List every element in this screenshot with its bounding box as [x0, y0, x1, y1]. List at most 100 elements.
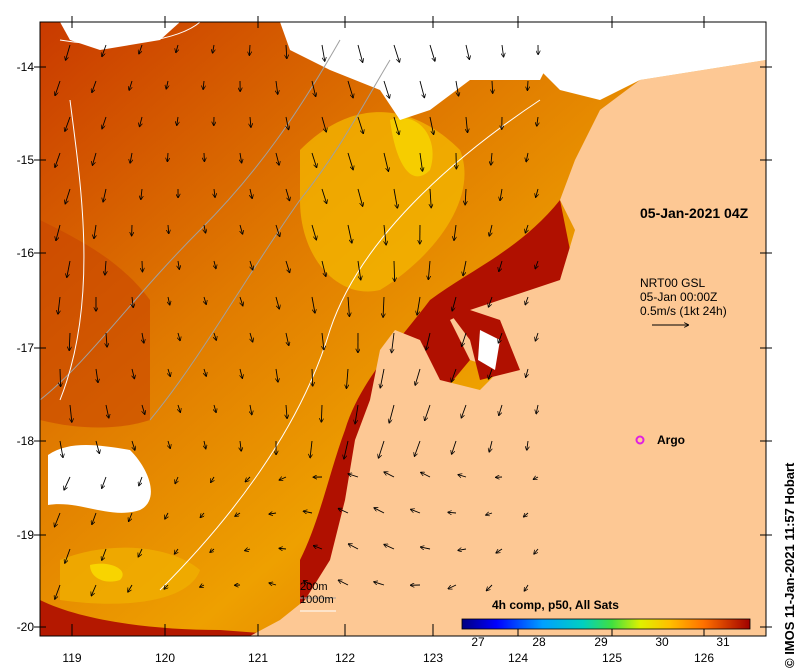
- current-arrow: [461, 404, 467, 418]
- current-arrow: [491, 152, 492, 165]
- current-arrow: [347, 80, 353, 97]
- current-arrow: [500, 188, 502, 200]
- current-legend: NRT00 GSL 05-Jan 00:00Z 0.5m/s (1kt 24h): [640, 276, 727, 318]
- current-arrow: [214, 260, 216, 268]
- current-arrow: [240, 296, 243, 305]
- current-arrow: [311, 152, 316, 167]
- current-arrow: [139, 476, 143, 485]
- current-arrow: [204, 224, 205, 233]
- current-arrow: [458, 549, 467, 550]
- current-arrow: [389, 404, 395, 423]
- current-arrow: [102, 476, 107, 488]
- current-arrow: [105, 404, 109, 418]
- image-timestamp: 05-Jan-2021 04Z: [640, 205, 749, 221]
- current-arrow: [250, 260, 253, 270]
- current-arrow: [142, 404, 145, 414]
- current-arrow: [429, 116, 434, 134]
- current-arrow: [55, 584, 61, 599]
- current-arrow: [276, 368, 278, 382]
- lat-label--17: -17: [17, 341, 35, 355]
- current-arrow: [250, 116, 251, 127]
- current-arrow: [245, 549, 251, 551]
- current-product: NRT00 GSL: [640, 276, 706, 290]
- current-arrow: [276, 80, 278, 94]
- current-arrow: [321, 116, 326, 132]
- colorbar-title: 4h comp, p50, All Sats: [492, 598, 619, 612]
- current-arrow: [213, 44, 214, 53]
- current-arrow: [285, 332, 289, 345]
- current-arrow: [383, 80, 389, 98]
- current-arrow: [204, 440, 206, 448]
- current-arrow: [426, 332, 431, 350]
- current-arrow: [525, 296, 528, 304]
- current-arrow: [527, 440, 528, 450]
- current-arrow: [428, 260, 430, 279]
- current-arrow: [65, 116, 71, 131]
- current-arrow: [526, 152, 528, 161]
- current-arrow: [344, 440, 349, 459]
- current-arrow: [537, 116, 538, 126]
- current-arrow: [96, 368, 98, 382]
- current-arrow: [430, 188, 431, 207]
- current-arrow: [138, 548, 143, 557]
- current-vectors: [55, 44, 538, 599]
- current-arrow: [250, 404, 252, 414]
- current-arrow: [536, 188, 538, 197]
- current-arrow: [462, 332, 467, 346]
- current-arrow: [55, 512, 61, 526]
- current-arrow: [455, 80, 458, 96]
- current-arrow: [465, 44, 469, 59]
- lon-label-122: 122: [335, 651, 355, 665]
- current-arrow: [92, 80, 97, 92]
- current-arrow: [536, 404, 538, 413]
- current-arrow: [240, 152, 242, 163]
- current-arrow: [525, 224, 528, 233]
- current-arrow: [347, 224, 352, 243]
- current-arrow: [175, 476, 178, 483]
- current-arrow: [250, 332, 253, 342]
- current-arrow: [384, 472, 395, 478]
- current-arrow: [499, 404, 503, 415]
- current-arrow: [285, 116, 288, 129]
- current-arrow: [55, 80, 61, 95]
- current-arrow: [498, 332, 503, 343]
- current-arrow: [489, 296, 493, 307]
- current-arrow: [417, 296, 421, 315]
- current-arrow: [421, 547, 431, 549]
- lon-label-126: 126: [694, 651, 714, 665]
- current-arrow: [178, 260, 179, 269]
- current-arrow: [132, 368, 134, 378]
- depth-legend-1000m: 1000m: [300, 594, 334, 606]
- lat-label--14: -14: [17, 60, 35, 74]
- current-arrow: [451, 368, 457, 382]
- isobath-200m: [40, 39, 341, 401]
- current-arrow: [131, 440, 135, 450]
- current-arrow: [240, 440, 241, 451]
- sst-colorbar: [461, 618, 751, 630]
- lat-label--20: -20: [17, 620, 35, 634]
- current-arrow: [321, 44, 325, 61]
- current-arrow: [314, 546, 323, 550]
- current-arrow: [452, 296, 457, 311]
- cloud-gap-west: [48, 445, 151, 513]
- depth-legend-200m: 200m: [300, 581, 328, 593]
- current-arrow: [425, 404, 431, 420]
- current-arrow: [94, 224, 96, 238]
- current-arrow: [141, 188, 142, 199]
- current-arrow: [374, 582, 385, 586]
- current-arrow: [269, 583, 277, 585]
- current-arrow: [168, 368, 170, 376]
- current-arrow: [419, 152, 422, 171]
- lon-label-119: 119: [62, 651, 81, 665]
- current-arrow: [168, 224, 169, 233]
- current-arrow: [466, 116, 467, 132]
- current-arrow: [463, 260, 467, 275]
- lat-label--15: -15: [17, 153, 35, 167]
- current-arrow: [339, 509, 349, 514]
- current-arrow: [240, 368, 242, 378]
- current-arrow: [214, 404, 216, 412]
- current-arrow: [178, 332, 180, 340]
- current-arrow: [102, 116, 107, 128]
- current-arrow: [321, 260, 326, 276]
